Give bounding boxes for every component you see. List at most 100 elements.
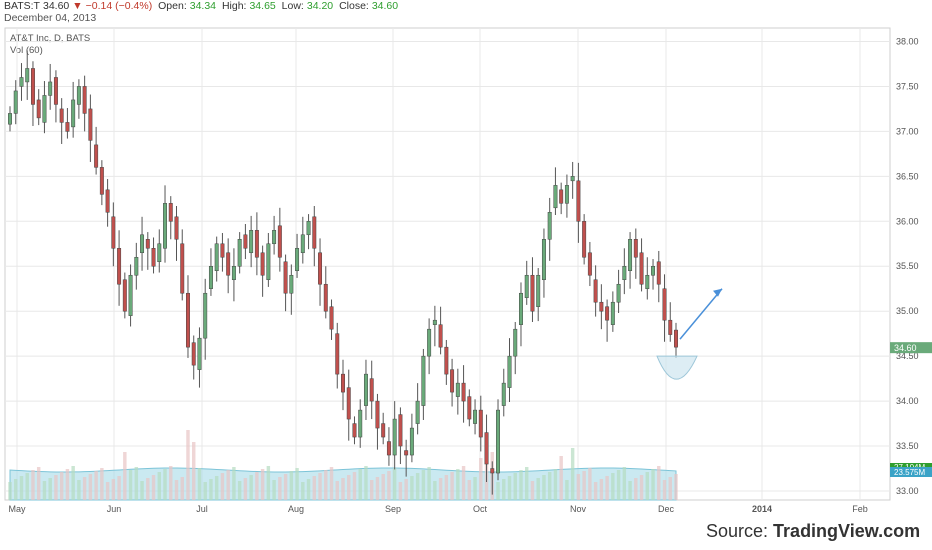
open-label: Open: <box>158 0 187 12</box>
y-tick-label: 34.50 <box>896 351 919 361</box>
volume-bar <box>197 468 202 500</box>
candle-body <box>444 346 449 375</box>
y-tick-label: 37.50 <box>896 81 919 91</box>
candle-body <box>157 243 162 263</box>
candle-body <box>128 274 133 316</box>
candle-body <box>214 243 219 271</box>
volume-bar <box>547 472 552 500</box>
candle-body <box>427 328 432 357</box>
open-value: 34.34 <box>189 0 217 12</box>
candle-body <box>605 306 610 321</box>
volume-bar <box>381 474 385 500</box>
low-label: Low: <box>281 0 304 12</box>
candle-body <box>622 265 627 280</box>
close-value: 34.60 <box>371 0 399 12</box>
candle-body <box>651 265 656 276</box>
instrument-legend: AT&T Inc, D, BATS <box>10 33 91 44</box>
volume-bar <box>645 472 650 500</box>
x-tick-label: Jun <box>107 504 122 514</box>
x-tick-label: Aug <box>288 504 304 514</box>
candle-body <box>277 225 282 258</box>
candle-body <box>237 239 242 267</box>
candle-body <box>478 409 483 438</box>
volume-bar <box>324 470 328 500</box>
volume-bar <box>628 481 632 500</box>
volume-bar <box>347 475 351 500</box>
candle-body <box>254 230 259 258</box>
volume-bar <box>525 467 529 500</box>
candle-body <box>564 185 569 204</box>
volume-bar <box>352 472 357 500</box>
volume-bar <box>599 479 604 500</box>
close-label: Close: <box>339 0 369 12</box>
candle-body <box>519 292 523 325</box>
chart-legend: AT&T Inc, D, BATS Vol (60) <box>10 33 90 57</box>
candle-body <box>272 230 277 245</box>
candle-body <box>283 261 288 294</box>
candle-body <box>450 369 455 393</box>
volume-bar <box>593 482 598 500</box>
candle-body <box>186 292 190 348</box>
volume-bar <box>542 475 546 500</box>
candle-body <box>513 328 518 357</box>
volume-bar <box>232 467 236 500</box>
candle-body <box>473 409 478 424</box>
candle-body <box>352 423 357 438</box>
candle-body <box>295 248 300 271</box>
volume-bar <box>209 479 213 500</box>
volume-bar <box>105 482 110 500</box>
x-tick-label: Sep <box>385 504 401 514</box>
volume-bar <box>283 474 288 500</box>
volume-bar <box>444 475 449 500</box>
volume-bar <box>392 468 397 500</box>
candle-body <box>180 243 185 294</box>
candle-body <box>409 427 414 456</box>
source-prefix: Source: <box>706 521 774 541</box>
candle-body <box>662 288 667 321</box>
high-label: High: <box>221 0 247 12</box>
candle-body <box>191 342 196 366</box>
volume-bar <box>530 481 535 500</box>
volume-bar <box>8 482 12 500</box>
volume-bar <box>249 475 253 500</box>
candle-body <box>145 239 150 249</box>
low-value: 34.20 <box>306 0 334 12</box>
candle-body <box>553 185 558 209</box>
candle-body <box>467 396 472 420</box>
volume-bar <box>306 479 311 500</box>
volume-bar <box>415 473 420 500</box>
candle-body <box>633 239 638 258</box>
candle-body <box>461 382 466 402</box>
candle-body <box>432 319 437 325</box>
volume-bar <box>502 479 506 500</box>
volume-bar <box>358 469 362 500</box>
volume-bar <box>473 477 477 500</box>
volume-bar <box>117 476 121 500</box>
volume-bar <box>100 468 104 500</box>
candle-body <box>536 274 541 307</box>
volume-bar <box>140 481 144 500</box>
volume-bar <box>456 469 460 500</box>
volume-bar <box>616 470 621 500</box>
candle-body <box>358 409 363 438</box>
volume-bar <box>203 482 207 500</box>
x-tick-label: Oct <box>473 504 488 514</box>
volume-bar <box>260 469 265 500</box>
volume-bar <box>88 474 93 500</box>
volume-bar <box>398 482 403 500</box>
volume-bar <box>36 467 41 500</box>
volume-bar <box>180 477 184 500</box>
y-tick-label: 36.00 <box>896 216 919 226</box>
candle-body <box>88 108 93 141</box>
candle-body <box>559 189 564 204</box>
candle-body <box>59 108 64 123</box>
y-tick-label: 33.00 <box>896 486 919 496</box>
volume-bar <box>312 476 317 500</box>
candle-body <box>208 265 213 289</box>
volume-bar <box>169 466 173 500</box>
volume-bar <box>496 482 500 500</box>
candle-body <box>105 189 110 213</box>
candle-body <box>266 243 271 280</box>
volume-bar <box>507 476 512 500</box>
